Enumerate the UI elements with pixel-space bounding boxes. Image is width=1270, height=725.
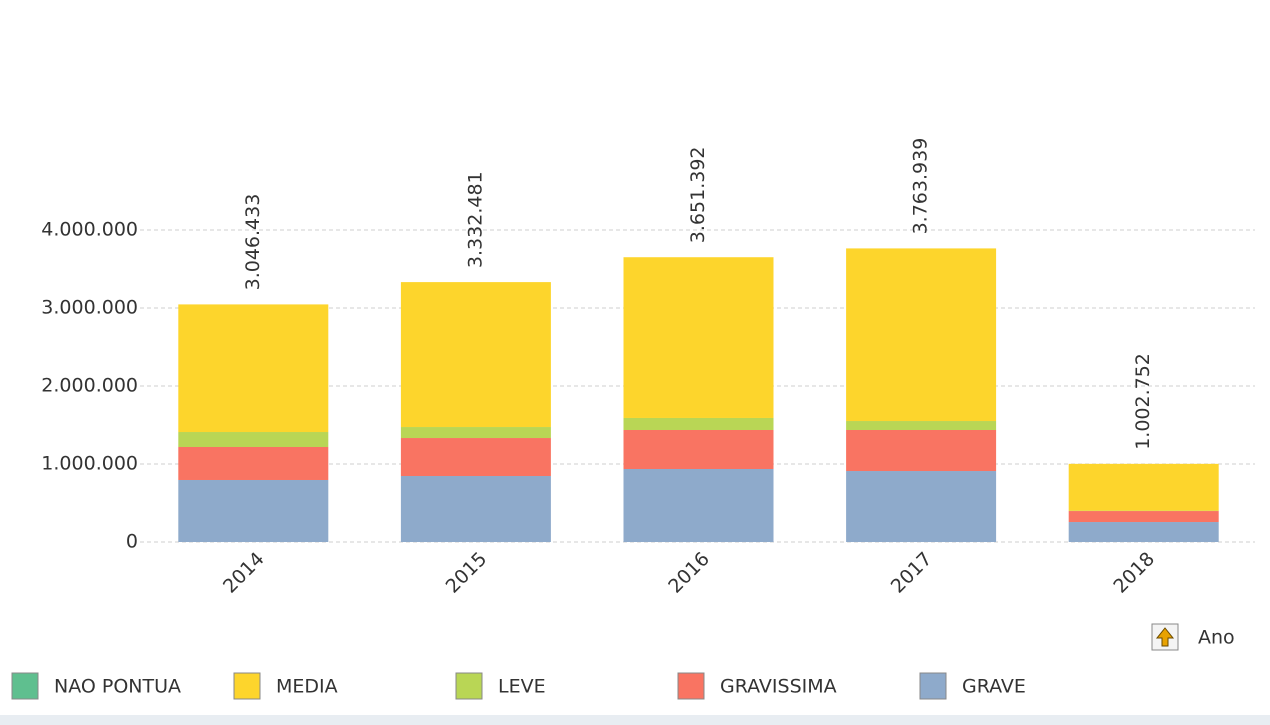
- legend-label: NAO PONTUA: [54, 676, 181, 698]
- bar-segment: [846, 421, 997, 430]
- x-tick-label: 2015: [442, 548, 492, 598]
- legend-swatch: [233, 672, 261, 700]
- bar-segment: [623, 417, 774, 430]
- footer-strip: [0, 715, 1270, 725]
- y-tick-label: 3.000.000: [41, 297, 138, 319]
- bar-segment: [400, 282, 551, 428]
- bar-segment: [178, 432, 329, 447]
- bar-segment: [178, 479, 329, 542]
- total-label: 3.763.939: [910, 138, 932, 235]
- bar-segment: [846, 471, 997, 542]
- bar-segment: [1068, 463, 1219, 511]
- bar-segment: [1068, 522, 1219, 542]
- legend-label: MEDIA: [276, 676, 338, 698]
- bar-segment: [400, 438, 551, 477]
- legend-swatch: [919, 672, 947, 700]
- x-tick-label: 2018: [1109, 548, 1159, 598]
- total-label: 1.002.752: [1132, 353, 1154, 450]
- x-tick-label: 2014: [219, 548, 269, 598]
- legend-label: LEVE: [498, 676, 546, 698]
- sort-arrow[interactable]: [1155, 627, 1175, 647]
- x-tick-label: 2016: [664, 548, 714, 598]
- y-tick-label: 4.000.000: [41, 219, 138, 241]
- total-label: 3.046.433: [242, 194, 264, 291]
- legend-label: GRAVE: [962, 676, 1026, 698]
- legend-swatch: [677, 672, 705, 700]
- bar-segment: [400, 476, 551, 542]
- sort-icon[interactable]: [1151, 623, 1179, 651]
- bar-segment: [846, 429, 997, 472]
- bar-segment: [1068, 511, 1219, 523]
- bar-segment: [400, 427, 551, 439]
- y-tick-label: 2.000.000: [41, 375, 138, 397]
- total-label: 3.332.481: [464, 171, 486, 268]
- x-tick-label: 2017: [887, 548, 937, 598]
- bar-segment: [846, 248, 997, 422]
- bar-segment: [623, 468, 774, 542]
- legend-swatch: [455, 672, 483, 700]
- y-tick-label: 1.000.000: [41, 453, 138, 475]
- legend-label: GRAVISSIMA: [720, 676, 837, 698]
- bar-segment: [178, 446, 329, 480]
- bar-segment: [623, 257, 774, 418]
- bar-segment: [623, 429, 774, 469]
- legend-swatch: [11, 672, 39, 700]
- x-axis-label: Ano: [1198, 627, 1235, 649]
- bar-segment: [178, 304, 329, 433]
- total-label: 3.651.392: [687, 146, 709, 243]
- y-tick-label: 0: [126, 531, 138, 553]
